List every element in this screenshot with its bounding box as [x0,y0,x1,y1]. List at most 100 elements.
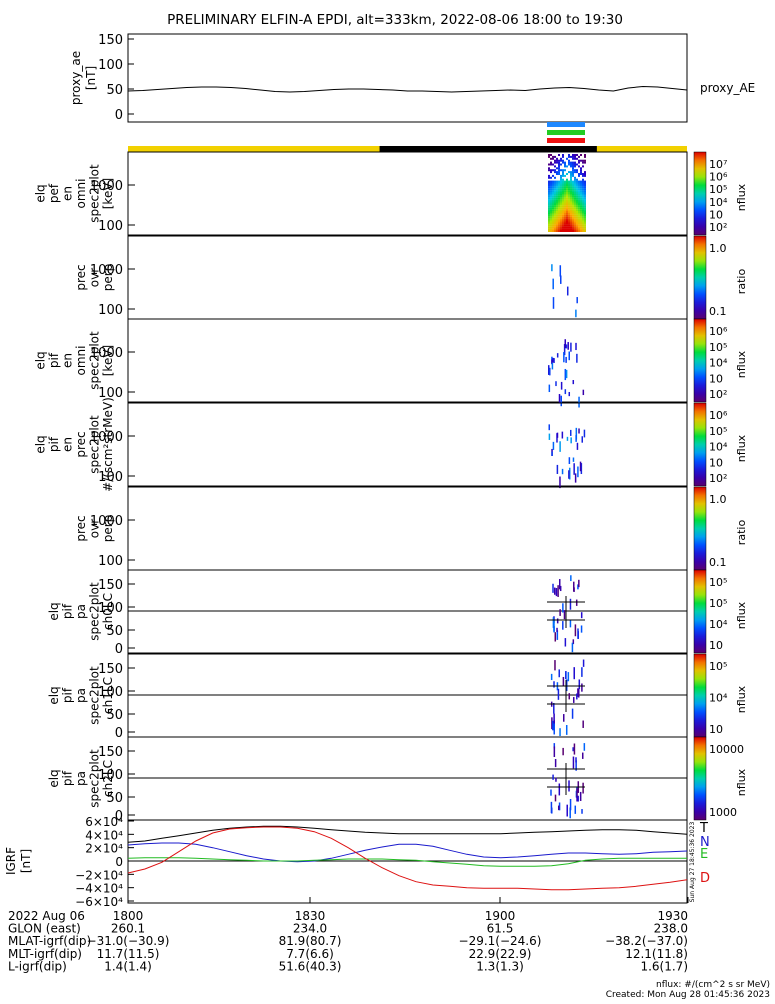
spec-cell [557,585,559,597]
spec-cell [578,219,580,221]
spec-cell [548,207,550,209]
spec-cell [574,219,576,221]
spec-cell [570,799,572,810]
spec-cell [584,156,586,158]
spec-cell [548,188,550,190]
spec-cell [562,183,564,185]
spec-cell [568,156,570,158]
colorbar-prec-ovr-perp-1 [694,236,706,319]
spec-cell [574,162,576,164]
spec-cell [568,190,570,192]
spec-cell [578,198,580,200]
spec-cell [578,215,580,217]
spec-cell [582,186,584,188]
spec-cell [550,200,552,202]
spec-cell [584,171,586,173]
spec-cell [570,177,572,179]
spec-cell [568,200,570,202]
spec-cell [567,287,569,296]
spec-cell [548,202,550,204]
ylabel-line-pif-en-omni: spec2plot [88,331,102,390]
spec-cell [554,203,556,205]
spec-cell [548,219,550,221]
spec-cell [572,202,574,204]
spec-cell [558,192,560,194]
spec-cell [572,173,574,175]
spec-cell [568,192,570,194]
spec-cell [564,184,566,186]
ae-panel-frame [128,34,687,122]
colorbar-tick-prec-ovr-perp-1: 0.1 [709,305,727,318]
ylabel-line-pa-ch1LC: elq [47,686,61,704]
spec-cell [570,599,572,610]
spec-cell [564,169,566,171]
ylabel-pif-en-prec: elq pif en prec spec2plot #/(scm²strMeV) [34,397,116,492]
spec-cell [562,181,564,183]
spec-cell [566,230,568,232]
spec-cell [572,643,574,652]
spec-cell [554,217,556,219]
spec-cell [560,202,562,204]
spec-cell [560,203,562,205]
spec-cell [553,681,555,687]
spec-cell [558,173,560,175]
spec-cell [562,222,564,224]
spec-cell [582,213,584,215]
spec-cell [584,230,586,232]
spec-cell [558,226,560,228]
spec-cell [562,221,564,223]
spec-cell [566,221,568,223]
spec-cell [580,792,582,801]
spec-cell [578,397,580,408]
spec-cell [584,173,586,175]
spec-cell [575,757,577,762]
spec-cell [553,626,555,632]
axis-table-value: 51.6(40.3) [279,959,342,973]
spec-cell [560,217,562,219]
spec-cell [568,171,570,173]
colorbar-tick-pef-en-omni: 10⁷ [709,158,727,171]
spec-cell [581,612,583,618]
spec-cell [556,181,558,183]
spec-cell [582,219,584,221]
spec-cell [581,667,583,677]
spec-cell [566,205,568,207]
spec-cell [574,215,576,217]
spec-cell [558,215,560,217]
spec-cell [552,721,554,730]
spec-cell [574,203,576,205]
spec-cell [576,297,578,303]
spec-cell [570,203,572,205]
spec-cell [548,226,550,228]
spec-cell [555,795,557,802]
spec-cell [550,207,552,209]
spec-cell [566,158,568,160]
spec-cell [576,219,578,221]
spec-cell [550,203,552,205]
ylabel-line-pef-en-omni: [keV] [101,178,115,209]
ylabel-line-pa-ch0LC: spec2plot [88,582,102,641]
spec-cell [572,194,574,196]
spec-cell [548,221,550,223]
spec-cell [550,154,552,156]
spec-cell [564,226,566,228]
spec-cell [550,222,552,224]
spec-cell [562,748,564,755]
spec-cell [555,632,557,641]
spec-cell [572,164,574,166]
spec-cell [558,222,560,224]
spec-cell [552,175,554,177]
spec-cell [582,183,584,185]
ae-ytick-label: 150 [98,33,123,48]
spec-cell [566,203,568,205]
spec-cell [570,186,572,188]
colorbar-tick-pif-en-omni: 10² [709,388,727,401]
spec-cell [572,165,574,167]
spec-cell [570,164,572,166]
spec-cell [562,432,564,439]
spec-cell [576,194,578,196]
spec-cell [550,181,552,183]
ylabel-line-pa-ch2LC: ch2LC [101,760,115,797]
spec-cell [576,207,578,209]
